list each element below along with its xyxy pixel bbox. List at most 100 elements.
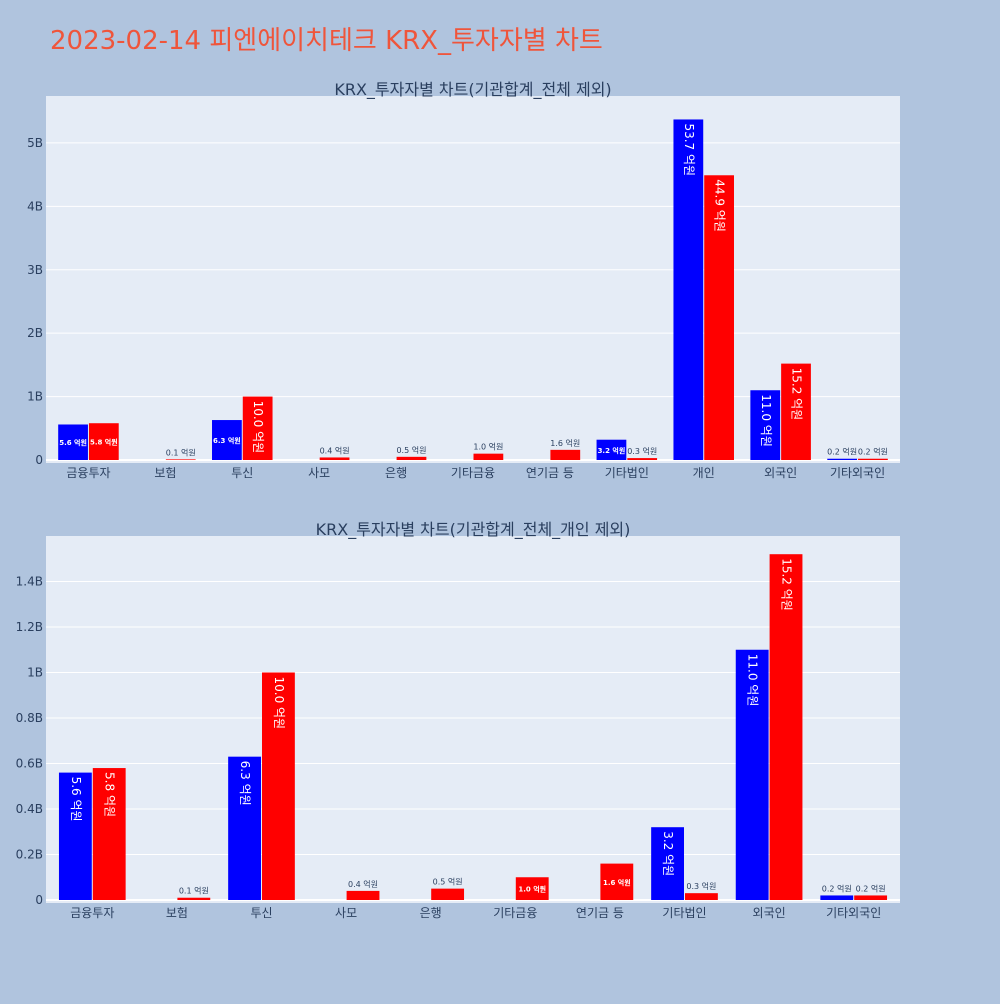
chart-1-data-label: 6.3 억원	[213, 436, 241, 445]
chart-1-data-label: 44.9 억원	[713, 179, 727, 232]
chart-1-data-label: 0.2 억원	[827, 447, 857, 457]
chart-2-data-label: 0.2 억원	[822, 883, 852, 893]
chart-2-bar	[651, 827, 684, 900]
chart-1-xtick-label: 보험	[154, 466, 176, 480]
chart-2-ytick-label: 1.2B	[16, 620, 43, 634]
chart-2-data-label: 5.6 억원	[69, 777, 83, 822]
chart-1-xtick-label: 외국인	[764, 466, 797, 480]
chart-2-ytick-label: 1.4B	[16, 575, 43, 589]
chart-1-bar	[473, 453, 504, 460]
chart-2-xtick-label: 사모	[335, 906, 357, 920]
chart-2-data-label: 3.2 억원	[661, 831, 675, 876]
chart-1-xtick-label: 투신	[231, 466, 253, 480]
chart-2-data-label: 15.2 억원	[780, 558, 794, 611]
chart-1-data-label: 3.2 억원	[598, 446, 626, 455]
chart-2-bar	[685, 893, 718, 900]
chart-1-ytick-label: 0	[35, 453, 43, 467]
chart-2-ytick-label: 0.2B	[16, 848, 43, 862]
chart-2-data-label: 0.4 억원	[348, 879, 378, 889]
chart-1-bar	[165, 459, 196, 460]
chart-2-ytick-label: 0.6B	[16, 757, 43, 771]
chart-2-bar	[600, 863, 634, 900]
chart-2-xtick-label: 기타금융	[493, 906, 537, 920]
chart-1-ytick-label: 4B	[27, 199, 43, 213]
chart-2-bar	[735, 649, 769, 900]
chart-1-bar	[596, 439, 627, 460]
chart-2-bar	[177, 897, 211, 900]
chart-2-title: KRX_투자자별 차트(기관합계_전체_개인 제외)	[316, 520, 631, 540]
chart-2-xtick-label: 외국인	[753, 906, 786, 920]
chart-2-bar	[515, 877, 549, 900]
chart-1-bar	[827, 458, 858, 460]
chart-1-bar	[781, 363, 811, 460]
chart-1-data-label: 10.0 억원	[251, 401, 265, 454]
chart-1-ytick-label: 5B	[27, 136, 43, 150]
chart-2-xtick-label: 보험	[166, 906, 188, 920]
chart-2: KRX_투자자별 차트(기관합계_전체_개인 제외) 0 0.2B 0.4B 0.6B…	[16, 520, 900, 920]
chart-2-xtick-label: 은행	[420, 905, 442, 920]
chart-1-data-label: 0.4 억원	[320, 445, 350, 455]
chart-1-ytick-label: 3B	[27, 263, 43, 277]
chart-2-xtick-label: 연기금 등	[576, 906, 624, 920]
chart-1-xtick-label: 기타금융	[451, 466, 495, 480]
chart-2-ytick-label: 0.8B	[16, 711, 43, 725]
chart-1-bar	[627, 458, 658, 460]
chart-2-data-label: 0.1 억원	[179, 886, 209, 896]
chart-2-data-label: 0.3 억원	[686, 881, 716, 891]
chart-1-data-label: 0.2 억원	[858, 447, 888, 457]
chart-1-bar	[750, 390, 781, 460]
chart-1-title: KRX_투자자별 차트(기관합계_전체 제외)	[334, 80, 611, 100]
chart-2-bar	[228, 756, 261, 900]
chart-2-data-label: 1.6 억원	[603, 878, 631, 887]
chart-1-data-label: 5.8 억원	[90, 438, 118, 447]
chart-2-xtick-label: 투신	[250, 906, 272, 920]
chart-1-ytick-label: 1B	[27, 390, 43, 404]
chart-1-data-label: 5.6 억원	[59, 438, 87, 447]
chart-1-xtick-label: 기타법인	[605, 466, 649, 480]
chart-2-data-label: 5.8 억원	[103, 772, 117, 817]
chart-1-xtick-label: 은행	[385, 465, 407, 480]
chart-1-bar	[550, 449, 581, 460]
chart-1-data-label: 1.0 억원	[473, 442, 503, 452]
chart-2-data-label: 0.5 억원	[433, 877, 463, 887]
chart-1-bar	[212, 420, 242, 460]
chart-2-xtick-label: 기타법인	[662, 906, 706, 920]
chart-1-bar	[242, 396, 273, 460]
chart-1-data-label: 53.7 억원	[682, 123, 696, 176]
chart-2-bar	[769, 554, 803, 900]
chart-2-bar	[58, 772, 92, 900]
chart-2-data-label: 6.3 억원	[238, 761, 252, 806]
chart-1-bar	[396, 456, 427, 460]
chart-2-bar	[346, 890, 380, 900]
chart-2-bar	[431, 888, 465, 900]
chart-2-xtick-label: 금융투자	[70, 906, 114, 920]
chart-1-data-label: 11.0 억원	[759, 394, 773, 447]
chart-2-data-label: 10.0 억원	[272, 677, 286, 730]
chart-1-data-label: 0.1 억원	[166, 447, 196, 457]
page-title: 2023-02-14 피엔에이치테크 KRX_투자자별 차트	[50, 26, 603, 56]
chart-1-xtick-label: 금융투자	[66, 466, 110, 480]
chart-1-data-label: 0.5 억원	[396, 445, 426, 455]
chart-1: KRX_투자자별 차트(기관합계_전체 제외) 0 1B 2B 3B 4B 5B 금융투자 5…	[27, 80, 900, 480]
chart-2-ytick-label: 1B	[27, 666, 43, 680]
chart-2-bar	[262, 672, 295, 900]
chart-2-bar	[854, 895, 888, 900]
chart-1-xtick-label: 연기금 등	[526, 466, 574, 480]
chart-2-ytick-label: 0	[35, 893, 43, 907]
chart-2-bar	[92, 768, 126, 900]
chart-1-xtick-label: 사모	[308, 466, 330, 480]
chart-1-data-label: 1.6 억원	[550, 438, 580, 448]
chart-1-bar	[58, 424, 88, 460]
chart-2-ytick-label: 0.4B	[16, 802, 43, 816]
chart-1-bar	[88, 423, 119, 460]
chart-2-data-label: 1.0 억원	[518, 885, 546, 894]
chart-2-xtick-label: 기타외국인	[826, 906, 881, 920]
chart-1-bar	[858, 458, 888, 460]
chart-2-data-label: 0.2 억원	[856, 883, 886, 893]
chart-1-data-label: 0.3 억원	[627, 446, 657, 456]
chart-1-ytick-label: 2B	[27, 326, 43, 340]
chart-1-bar	[319, 457, 350, 460]
chart-2-data-label: 11.0 억원	[746, 654, 760, 707]
chart-1-bar	[673, 119, 704, 461]
